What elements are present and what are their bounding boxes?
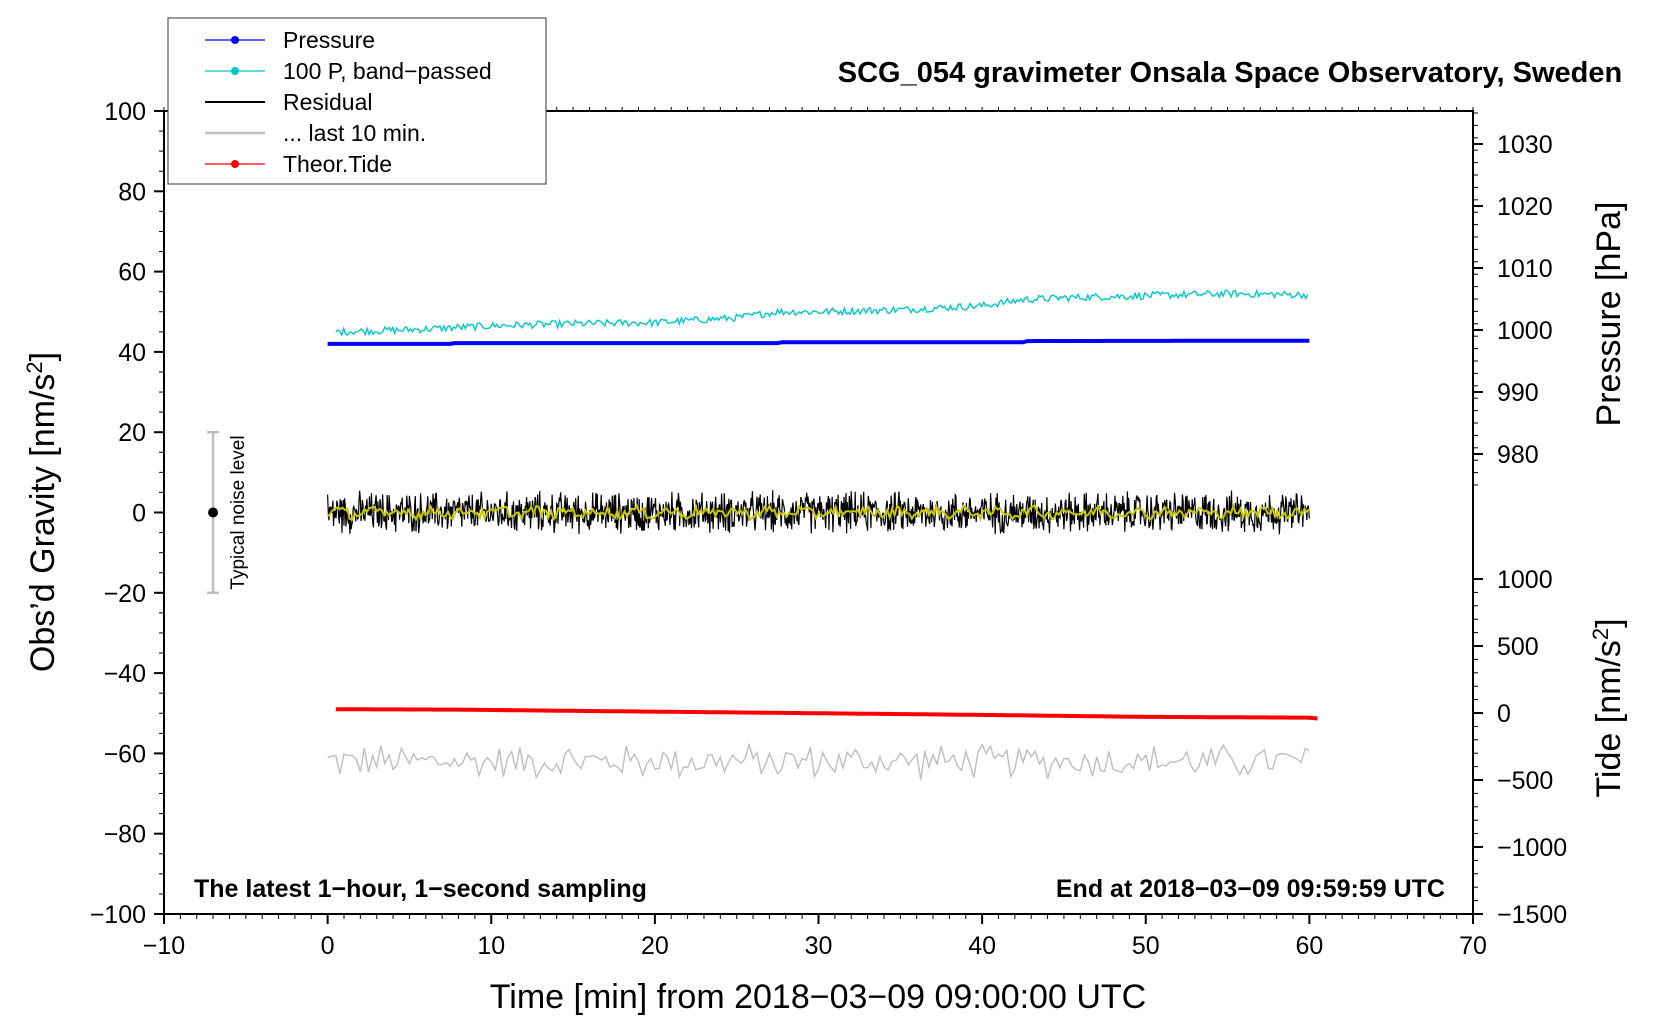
y-tick-label: −60	[104, 740, 146, 768]
y-left-title-main: Obs’d Gravity [nm/s	[24, 374, 62, 673]
series-smoothed-residual	[326, 502, 1311, 523]
legend-marker	[231, 36, 239, 44]
tide-tick-label: 0	[1497, 700, 1511, 728]
y-tick-label: −80	[104, 821, 146, 849]
series-pressure	[327, 338, 1310, 346]
x-tick-label: 40	[968, 932, 996, 960]
x-tick-label: 10	[477, 932, 505, 960]
note-end-time: End at 2018−03−09 09:59:59 UTC	[1056, 875, 1445, 903]
y-tick-label: 80	[118, 178, 146, 206]
series-residual	[327, 490, 1310, 535]
y-tick-label: 100	[104, 98, 146, 126]
series-100-p-band-passed	[335, 288, 1309, 337]
x-tick-label: 70	[1459, 932, 1487, 960]
x-tick-label: 20	[641, 932, 669, 960]
legend-marker	[231, 160, 239, 168]
y-axis-left: 100 80 60 40 20 0 −20 −40 −60 −80 −100	[90, 98, 164, 929]
legend-label: 100 P, band−passed	[283, 58, 492, 84]
x-tick-label: 60	[1295, 932, 1323, 960]
legend-label: ... last 10 min.	[283, 120, 426, 146]
pressure-tick-label: 1030	[1497, 131, 1553, 159]
note-sampling: The latest 1−hour, 1−second sampling	[194, 875, 647, 903]
pressure-tick-label: 1010	[1497, 255, 1553, 283]
y-tick-label: 40	[118, 339, 146, 367]
x-tick-label: −10	[143, 932, 185, 960]
y-left-axis-title: Obs’d Gravity [nm/s2]	[22, 352, 62, 672]
y-axis-tide: 1000 500 0 −500 −1000 −1500	[1473, 566, 1567, 929]
legend-label: Pressure	[283, 27, 375, 53]
tide-tick-label: −1500	[1497, 901, 1567, 929]
y-tick-label: −20	[104, 580, 146, 608]
tide-title-main: Tide [nm/s	[1590, 640, 1628, 797]
x-axis-title: Time [min] from 2018−03−09 09:00:00 UTC	[490, 978, 1146, 1016]
legend-label: Theor.Tide	[283, 151, 392, 177]
chart-title: SCG_054 gravimeter Onsala Space Observat…	[838, 57, 1622, 89]
legend-marker	[231, 67, 239, 75]
tide-tick-label: 1000	[1497, 566, 1553, 594]
series-layer	[326, 288, 1318, 780]
noise-center-dot	[208, 507, 219, 518]
tide-axis-title: Tide [nm/s2]	[1588, 618, 1628, 797]
x-tick-label: 30	[805, 932, 833, 960]
y-left-title-sup: 2	[22, 361, 47, 373]
x-axis: −10 0 10 20 30 40 50 60 70	[143, 107, 1487, 960]
series-theor-tide	[335, 707, 1318, 721]
pressure-tick-label: 1020	[1497, 193, 1553, 221]
legend: Pressure 100 P, band−passed Residual ... la…	[167, 17, 547, 185]
pressure-axis-title: Pressure [hPa]	[1590, 202, 1628, 427]
tide-title-close: ]	[1590, 618, 1628, 627]
noise-level-marker: Typical noise level	[207, 430, 249, 595]
x-tick-label: 50	[1132, 932, 1160, 960]
series-last-10-min	[327, 742, 1310, 780]
y-tick-label: 60	[118, 259, 146, 287]
pressure-tick-label: 1000	[1497, 317, 1553, 345]
y-axis-pressure: 1030 1020 1010 1000 990 980	[1473, 112, 1553, 486]
y-tick-label: −40	[104, 660, 146, 688]
noise-label: Typical noise level	[228, 435, 249, 589]
pressure-tick-label: 980	[1497, 441, 1539, 469]
pressure-tick-label: 990	[1497, 379, 1539, 407]
tide-tick-label: −1000	[1497, 834, 1567, 862]
tide-tick-label: −500	[1497, 767, 1553, 795]
y-left-title-close: ]	[24, 352, 62, 361]
y-tick-label: 0	[132, 500, 146, 528]
tide-title-sup: 2	[1588, 628, 1613, 640]
legend-label: Residual	[283, 89, 373, 115]
x-tick-label: 0	[321, 932, 335, 960]
tide-tick-label: 500	[1497, 633, 1539, 661]
y-tick-label: −100	[90, 901, 146, 929]
y-tick-label: 20	[118, 419, 146, 447]
